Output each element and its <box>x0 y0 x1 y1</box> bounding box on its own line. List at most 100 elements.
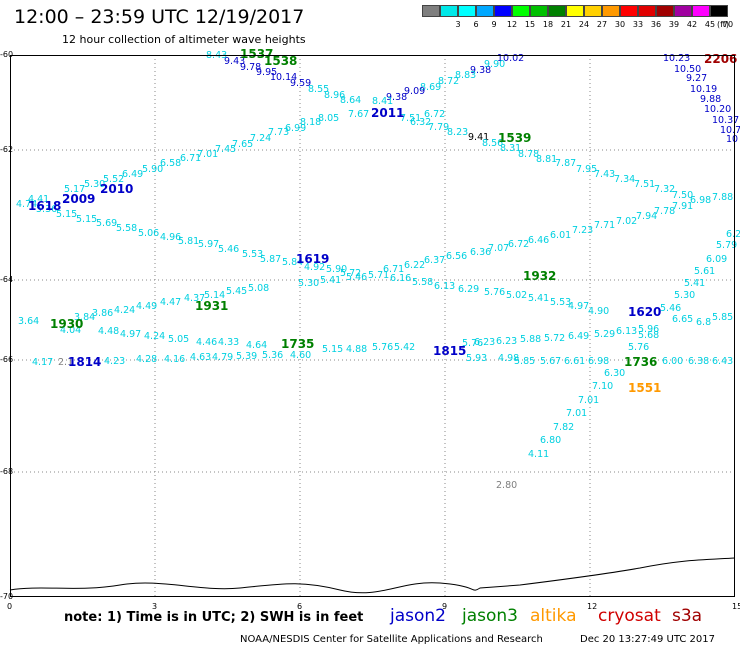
swh-value: 6.00 <box>662 356 683 367</box>
swh-value: 7.82 <box>553 422 574 433</box>
swh-value: 8.83 <box>455 70 476 81</box>
track-time-label: 1736 <box>624 355 657 369</box>
swh-value: 6.22 <box>404 260 425 271</box>
swh-value: 7.94 <box>636 211 657 222</box>
color-label: 3 <box>455 20 461 29</box>
swh-value: 6.38 <box>688 356 709 367</box>
swh-value: 5.15 <box>56 209 77 220</box>
swh-value: 7.91 <box>672 201 693 212</box>
color-swatch <box>602 5 620 17</box>
swh-value: 5.52 <box>103 174 124 185</box>
coastline <box>9 557 736 594</box>
swh-value: 7.02 <box>616 216 637 227</box>
color-swatch <box>548 5 566 17</box>
swh-value: 9.27 <box>686 73 707 84</box>
swh-value: 8.43 <box>206 50 227 61</box>
swh-value: 4.92 <box>304 262 325 273</box>
swh-value: 4.64 <box>246 340 267 351</box>
color-label: 18 <box>542 20 554 29</box>
swh-value: 4.17 <box>32 357 53 368</box>
swh-value: 7.01 <box>578 395 599 406</box>
legend-s3a: s3a <box>672 606 703 626</box>
track-time-label: 1815 <box>433 344 466 358</box>
swh-value: 6.23 <box>496 336 517 347</box>
swh-value: 5.53 <box>242 249 263 260</box>
x-tick-label: 0 <box>7 602 13 611</box>
swh-value: 4.48 <box>98 326 119 337</box>
swh-value: 4.24 <box>114 305 135 316</box>
swh-value: 5.45 <box>226 286 247 297</box>
swh-value: 5.46 <box>346 272 367 283</box>
swh-value: 10.20 <box>704 104 731 115</box>
swh-value: 10 <box>726 134 738 145</box>
swh-value: 5.05 <box>168 334 189 345</box>
swh-value: 6.30 <box>604 368 625 379</box>
color-label: 6 <box>473 20 479 29</box>
swh-value: 5.79 <box>716 240 737 251</box>
swh-value: 6.29 <box>458 284 479 295</box>
y-tick-label: -70 <box>0 592 14 601</box>
swh-value: 5.96 <box>638 324 659 335</box>
swh-value: 5.53 <box>550 297 571 308</box>
swh-value: 9.43 <box>224 56 245 67</box>
swh-value: 7.87 <box>555 158 576 169</box>
color-label: 24 <box>578 20 590 29</box>
swh-value: 7.23 <box>572 225 593 236</box>
swh-value: 6.49 <box>568 331 589 342</box>
swh-value: 5.36 <box>36 204 57 215</box>
swh-value: 2.80 <box>496 480 517 491</box>
color-label: 33 <box>632 20 644 29</box>
swh-value: 6.72 <box>508 239 529 250</box>
x-tick-label: 6 <box>297 602 303 611</box>
swh-value: 5.15 <box>76 214 97 225</box>
color-swatch <box>620 5 638 17</box>
swh-value: 5.85 <box>712 312 733 323</box>
swh-value: 9.38 <box>386 92 407 103</box>
swh-value: 9.78 <box>240 62 261 73</box>
page-title: 12:00 – 23:59 UTC 12/19/2017 <box>14 6 305 28</box>
swh-value: 7.10 <box>592 381 613 392</box>
swh-value: 5.85 <box>514 356 535 367</box>
swh-value: 4.28 <box>136 354 157 365</box>
swh-value: 4.24 <box>144 331 165 342</box>
swh-values: 10.029.389.908.838.728.699.099.388.418.6… <box>16 50 740 491</box>
swh-value: 5.30 <box>674 290 695 301</box>
color-label: 27 <box>596 20 608 29</box>
swh-value: 5.76 <box>372 342 393 353</box>
y-tick-label: -68 <box>0 467 14 476</box>
swh-value: 6.2 <box>726 229 740 240</box>
swh-value: 10.37 <box>712 115 739 126</box>
swh-value: 6.43 <box>712 356 733 367</box>
swh-value: 7.01 <box>566 408 587 419</box>
swh-value: 9.41 <box>468 132 489 143</box>
x-tick-label: 15 <box>732 602 740 611</box>
swh-value: 9.88 <box>700 94 721 105</box>
swh-value: 7.07 <box>488 243 509 254</box>
swh-value: 4.60 <box>290 350 311 361</box>
swh-value: 5.46 <box>660 303 681 314</box>
swh-value: 9.38 <box>470 65 491 76</box>
color-label: 21 <box>560 20 572 29</box>
swh-value: 9.95 <box>256 67 277 78</box>
color-swatch <box>530 5 548 17</box>
y-tick-label: -60 <box>0 50 14 59</box>
track-labels: 1618 2010 2009 1619 2011 1815 1620 1814 15371538… <box>28 47 737 395</box>
swh-value: 4.11 <box>528 449 549 460</box>
swh-value: 4.46 <box>196 337 217 348</box>
swh-value: 8.69 <box>420 82 441 93</box>
color-swatch <box>674 5 692 17</box>
track-time-label: 1620 <box>628 305 661 319</box>
swh-value: 7.50 <box>672 190 693 201</box>
track-time-label: 1538 <box>264 54 297 68</box>
swh-value: 6.01 <box>550 230 571 241</box>
track-time-label: 1930 <box>50 317 83 331</box>
swh-value: 6.37 <box>424 255 445 266</box>
swh-value: 5.93 <box>466 353 487 364</box>
swh-value: 9.59 <box>290 78 311 89</box>
color-swatch <box>692 5 710 17</box>
swh-value: 6.71 <box>180 153 201 164</box>
x-tick-label: 9 <box>442 602 448 611</box>
swh-value: 3.84 <box>74 312 95 323</box>
swh-value: 5.17 <box>64 184 85 195</box>
